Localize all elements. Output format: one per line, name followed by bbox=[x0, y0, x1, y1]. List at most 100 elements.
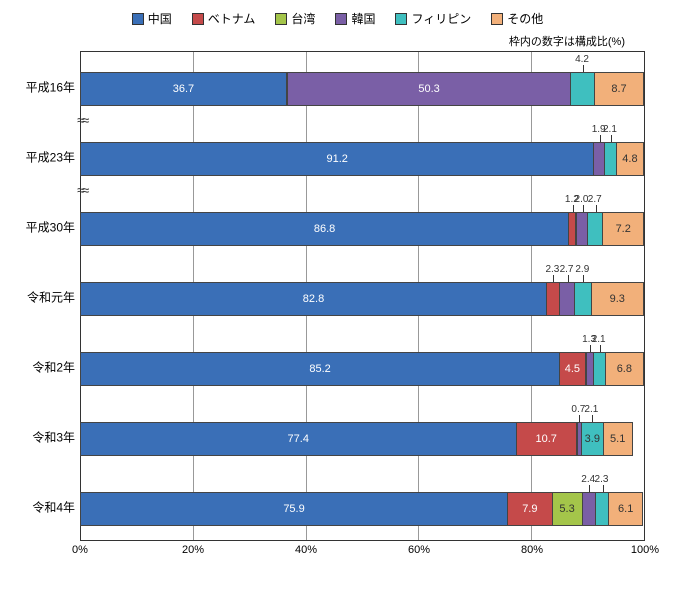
row-label: 平成23年 bbox=[10, 149, 75, 166]
segment-value: 6.8 bbox=[617, 363, 632, 375]
segment-value: 7.9 bbox=[522, 503, 537, 515]
chart-area: 平成16年4.236.750.38.7平成23年1.92.191.24.8平成3… bbox=[80, 51, 645, 541]
bar-segment: 8.7 bbox=[595, 72, 644, 106]
bar-segment bbox=[547, 282, 560, 316]
segment-value: 4.8 bbox=[622, 153, 637, 165]
legend-swatch bbox=[192, 13, 204, 25]
chart-row: 令和2年1.32.185.24.56.8 bbox=[80, 332, 644, 402]
segment-value: 75.9 bbox=[283, 503, 304, 515]
chart-note: 枠内の数字は構成比(%) bbox=[10, 33, 665, 49]
segment-value: 7.2 bbox=[616, 223, 631, 235]
legend-label: その他 bbox=[507, 10, 543, 27]
bar-segment bbox=[569, 212, 576, 246]
bar-segment: 36.7 bbox=[80, 72, 287, 106]
stacked-bar: 82.8 9.3 bbox=[80, 282, 644, 316]
bar-segment: 6.8 bbox=[606, 352, 644, 386]
segment-value: 82.8 bbox=[303, 293, 324, 305]
legend-label: 韓国 bbox=[351, 10, 375, 27]
bar-segment: 82.8 bbox=[80, 282, 547, 316]
legend-item: ベトナム bbox=[192, 10, 256, 27]
bar-segment bbox=[560, 282, 575, 316]
callout-label: 4.2 bbox=[575, 54, 589, 65]
bar-segment: 6.1 bbox=[609, 492, 643, 526]
bar-segment bbox=[583, 492, 597, 526]
legend-swatch bbox=[491, 13, 503, 25]
bar-segment bbox=[577, 212, 588, 246]
segment-value: 36.7 bbox=[173, 83, 194, 95]
bar-segment: 3.9 bbox=[582, 422, 604, 456]
legend-swatch bbox=[335, 13, 347, 25]
legend: 中国 ベトナム 台湾 韓国 フィリピン その他 bbox=[10, 10, 665, 27]
axis-tick-label: 40% bbox=[295, 544, 317, 556]
chart-row: 平成16年4.236.750.38.7 bbox=[80, 52, 644, 122]
callout-label: 2.3 bbox=[595, 474, 609, 485]
bar-segment bbox=[588, 212, 603, 246]
callout-label: 2.1 bbox=[592, 334, 606, 345]
row-label: 平成16年 bbox=[10, 79, 75, 96]
axis-tick-label: 60% bbox=[408, 544, 430, 556]
chart-row: 平成23年1.92.191.24.8 bbox=[80, 122, 644, 192]
legend-swatch bbox=[395, 13, 407, 25]
legend-label: 中国 bbox=[148, 10, 172, 27]
bar-segment: 86.8 bbox=[80, 212, 569, 246]
row-label: 令和元年 bbox=[10, 289, 75, 306]
callout-label: 2.7 bbox=[588, 194, 602, 205]
legend-item: その他 bbox=[491, 10, 543, 27]
segment-value: 3.9 bbox=[585, 433, 600, 445]
bar-segment: 7.9 bbox=[508, 492, 553, 526]
stacked-bar: 85.2 4.5 6.8 bbox=[80, 352, 644, 386]
row-label: 令和2年 bbox=[10, 359, 75, 376]
segment-value: 5.3 bbox=[559, 503, 574, 515]
segment-value: 4.5 bbox=[565, 363, 580, 375]
bar-segment: 50.3 bbox=[288, 72, 571, 106]
bar-segment: 5.1 bbox=[604, 422, 633, 456]
legend-item: 韓国 bbox=[335, 10, 375, 27]
row-label: 令和3年 bbox=[10, 429, 75, 446]
legend-label: 台湾 bbox=[291, 10, 315, 27]
callout-label: 2.4 bbox=[581, 474, 595, 485]
legend-label: ベトナム bbox=[208, 10, 256, 27]
legend-item: フィリピン bbox=[395, 10, 471, 27]
bar-segment bbox=[605, 142, 617, 176]
segment-value: 6.1 bbox=[618, 503, 633, 515]
callout-label: 2.3 bbox=[545, 264, 559, 275]
segment-value: 10.7 bbox=[535, 433, 556, 445]
segment-value: 8.7 bbox=[611, 83, 626, 95]
callout-label: 2.1 bbox=[603, 124, 617, 135]
callout-label: 2.1 bbox=[584, 404, 598, 415]
bar-segment: 10.7 bbox=[517, 422, 577, 456]
segment-value: 50.3 bbox=[418, 83, 439, 95]
axis-tick-label: 80% bbox=[521, 544, 543, 556]
chart-row: 令和4年2.42.375.97.95.36.1 bbox=[80, 472, 644, 542]
chart-row: 令和元年2.32.72.982.89.3 bbox=[80, 262, 644, 332]
bar-segment: 91.2 bbox=[80, 142, 594, 176]
bar-segment bbox=[594, 142, 605, 176]
bar-segment: 4.8 bbox=[617, 142, 644, 176]
bar-segment: 75.9 bbox=[80, 492, 508, 526]
callout-label: 2.9 bbox=[575, 264, 589, 275]
legend-label: フィリピン bbox=[411, 10, 471, 27]
bar-segment bbox=[575, 282, 591, 316]
bar-segment: 85.2 bbox=[80, 352, 560, 386]
axis-break: ≈≈ bbox=[77, 112, 86, 128]
axis-break: ≈≈ bbox=[77, 182, 86, 198]
bar-segment: 77.4 bbox=[80, 422, 517, 456]
stacked-bar: 36.7 50.3 8.7 bbox=[80, 72, 644, 106]
bar-segment bbox=[594, 352, 606, 386]
segment-value: 91.2 bbox=[326, 153, 347, 165]
callout-label: 0.7 bbox=[571, 404, 585, 415]
segment-value: 86.8 bbox=[314, 223, 335, 235]
legend-swatch bbox=[275, 13, 287, 25]
bar-segment: 7.2 bbox=[603, 212, 644, 246]
segment-value: 9.3 bbox=[610, 293, 625, 305]
bar-segment: 5.3 bbox=[553, 492, 583, 526]
segment-value: 85.2 bbox=[309, 363, 330, 375]
stacked-bar: 86.8 7.2 bbox=[80, 212, 644, 246]
stacked-bar: 77.4 10.7 3.9 5.1 bbox=[80, 422, 644, 456]
legend-item: 中国 bbox=[132, 10, 172, 27]
bar-segment bbox=[587, 352, 594, 386]
axis-tick-label: 100% bbox=[631, 544, 659, 556]
bar-segment bbox=[596, 492, 609, 526]
x-axis: 0%20%40%60%80%100% bbox=[80, 541, 645, 561]
bar-segment: 9.3 bbox=[592, 282, 644, 316]
